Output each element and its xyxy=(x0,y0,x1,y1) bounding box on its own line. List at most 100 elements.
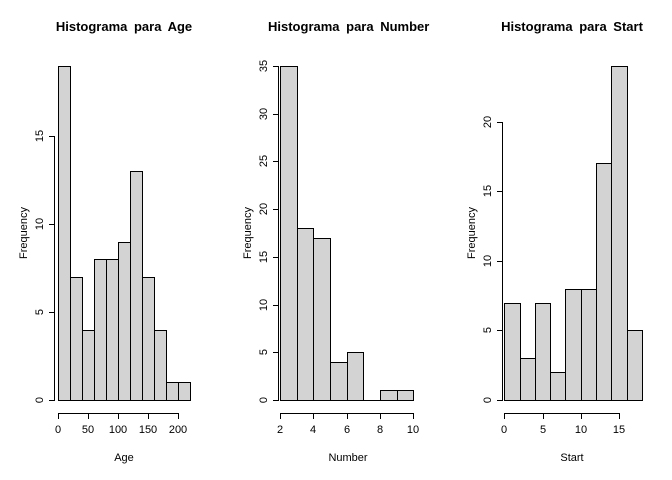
y-tick xyxy=(49,136,54,137)
y-tick xyxy=(273,161,278,162)
x-tick-label: 10 xyxy=(574,424,588,436)
x-tick-label: 5 xyxy=(539,424,547,436)
y-tick-label: 30 xyxy=(258,107,270,121)
x-tick xyxy=(347,414,348,419)
y-tick xyxy=(497,191,502,192)
bar xyxy=(611,66,628,401)
y-tick-label: 20 xyxy=(258,202,270,216)
bar xyxy=(330,362,348,401)
bar xyxy=(347,352,364,401)
bar xyxy=(520,358,536,401)
x-tick-label: 50 xyxy=(81,424,95,436)
x-tick xyxy=(58,414,59,419)
x-axis-line xyxy=(504,413,620,414)
x-tick xyxy=(178,414,179,419)
x-tick xyxy=(543,414,544,419)
x-tick-label: 100 xyxy=(108,424,128,436)
bar xyxy=(397,390,414,401)
histogram-panel-age: Histograma para Age Frequency Age 0 5 10 15… xyxy=(0,0,224,480)
y-tick-label: 20 xyxy=(482,115,494,129)
y-tick-label: 5 xyxy=(34,308,46,316)
x-tick xyxy=(413,414,414,419)
y-tick-label: 5 xyxy=(258,348,270,356)
y-tick xyxy=(273,209,278,210)
bar xyxy=(380,390,398,401)
bar xyxy=(58,66,71,401)
x-tick-label: 2 xyxy=(276,424,284,436)
x-tick-label: 4 xyxy=(309,424,317,436)
y-tick xyxy=(273,114,278,115)
plot-area: 0 5 10 15 20 25 30 35 2 4 6 8 10 xyxy=(224,0,448,480)
y-axis-line xyxy=(54,136,55,401)
plot-area: 0 5 10 15 20 0 5 10 15 xyxy=(448,0,672,480)
bar xyxy=(154,330,167,401)
bar xyxy=(627,330,643,401)
x-axis-title: Number xyxy=(328,452,368,464)
y-tick-label: 10 xyxy=(34,217,46,231)
x-tick xyxy=(280,414,281,419)
y-tick xyxy=(49,400,54,401)
x-tick xyxy=(619,414,620,419)
x-tick-label: 0 xyxy=(54,424,62,436)
y-tick xyxy=(49,224,54,225)
y-tick-label: 0 xyxy=(258,396,270,404)
x-axis-line xyxy=(280,413,414,414)
x-axis-line xyxy=(58,413,179,414)
y-tick xyxy=(497,330,502,331)
y-tick-label: 10 xyxy=(482,254,494,268)
x-tick xyxy=(88,414,89,419)
x-axis-title: Age xyxy=(114,452,134,464)
x-tick-label: 8 xyxy=(376,424,384,436)
x-tick-label: 200 xyxy=(168,424,188,436)
y-tick-label: 5 xyxy=(482,326,494,334)
x-tick xyxy=(380,414,381,419)
x-tick-label: 6 xyxy=(343,424,351,436)
x-tick xyxy=(148,414,149,419)
y-tick-label: 0 xyxy=(482,396,494,404)
y-tick xyxy=(497,261,502,262)
bar xyxy=(581,289,597,401)
x-tick-label: 150 xyxy=(138,424,158,436)
y-tick-label: 10 xyxy=(258,298,270,312)
y-tick-label: 35 xyxy=(258,59,270,73)
y-tick xyxy=(497,122,502,123)
chart-title: Histograma para Start xyxy=(501,19,643,34)
y-tick xyxy=(273,352,278,353)
y-tick xyxy=(273,66,278,67)
y-tick-label: 15 xyxy=(258,250,270,264)
bar xyxy=(280,66,298,401)
x-tick xyxy=(313,414,314,419)
x-tick xyxy=(118,414,119,419)
x-tick xyxy=(504,414,505,419)
chart-title: Histograma para Age xyxy=(55,19,193,34)
x-tick-label: 10 xyxy=(406,424,420,436)
bar xyxy=(313,238,331,401)
bar xyxy=(297,228,314,401)
bar xyxy=(565,289,582,401)
x-tick xyxy=(581,414,582,419)
chart-title: Histograma para Number xyxy=(268,19,430,34)
x-tick-label: 0 xyxy=(500,424,508,436)
histogram-panel-number: Histograma para Number Frequency Number … xyxy=(224,0,448,480)
y-tick-label: 15 xyxy=(34,129,46,143)
y-axis-line xyxy=(502,122,503,401)
y-tick xyxy=(497,400,502,401)
y-tick-label: 0 xyxy=(34,396,46,404)
y-tick xyxy=(49,312,54,313)
bar xyxy=(550,372,566,401)
y-tick xyxy=(273,257,278,258)
y-tick xyxy=(273,400,278,401)
y-tick xyxy=(273,305,278,306)
plot-area: 0 5 10 15 0 50 100 150 200 xyxy=(0,0,224,480)
bar xyxy=(178,382,191,401)
bar xyxy=(535,303,551,401)
bar xyxy=(596,163,612,401)
x-tick-label: 15 xyxy=(612,424,626,436)
y-tick-label: 25 xyxy=(258,154,270,168)
y-tick-label: 15 xyxy=(482,184,494,198)
x-axis-title: Start xyxy=(560,452,584,464)
bar xyxy=(504,303,521,401)
y-axis-line xyxy=(278,66,279,401)
